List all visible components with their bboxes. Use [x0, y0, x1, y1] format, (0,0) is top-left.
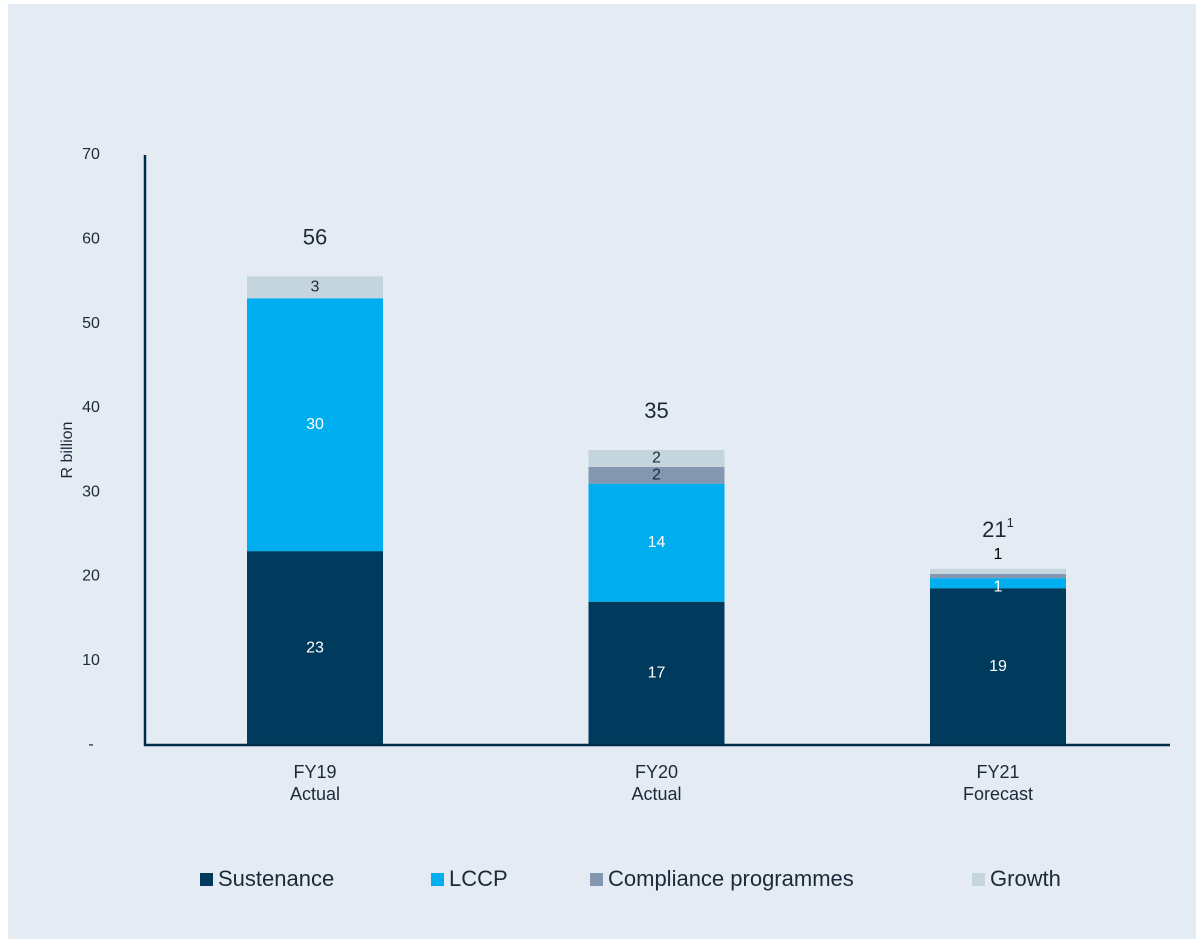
- bar-segment: [930, 588, 1066, 745]
- legend-item: LCCP: [431, 866, 508, 892]
- bar-segment: [930, 568, 1066, 574]
- x-tick-label: FY19 Actual: [289, 762, 341, 804]
- bar-segment: [247, 298, 383, 552]
- legend-swatch: [200, 872, 213, 886]
- total-value: 56: [303, 224, 327, 249]
- legend-swatch: [431, 872, 444, 886]
- total-label: 35: [644, 398, 668, 423]
- y-tick-label: 60: [82, 231, 100, 248]
- y-tick-label: 50: [82, 315, 100, 332]
- y-tick-label: 10: [82, 652, 100, 669]
- bar-segment: [247, 276, 383, 299]
- value-label: 19: [989, 658, 1007, 675]
- bar-segment: [588, 450, 725, 467]
- total-label: 56: [303, 224, 327, 249]
- value-label: 2: [652, 450, 661, 467]
- value-label: 2: [652, 467, 661, 484]
- total-footnote: 1: [1007, 515, 1014, 530]
- total-label: 211: [982, 515, 1014, 541]
- value-label: 23: [306, 639, 324, 656]
- y-tick-label: 70: [82, 146, 100, 163]
- y-tick-label: 20: [82, 568, 100, 585]
- legend-swatch: [972, 872, 985, 886]
- bar-segment: [930, 573, 1066, 579]
- y-tick-label: -: [88, 736, 93, 753]
- value-label: 1: [994, 578, 1003, 595]
- legend-label: Growth: [990, 866, 1061, 891]
- y-axis-label: R billion: [59, 422, 76, 479]
- value-label: 3: [311, 279, 320, 296]
- bar-segment: [588, 483, 725, 602]
- legend-item: Sustenance: [200, 866, 334, 892]
- legend-label: Sustenance: [218, 866, 335, 891]
- y-tick-label: 40: [82, 399, 100, 416]
- legend-label: Compliance programmes: [608, 866, 854, 891]
- value-label: 14: [648, 534, 666, 551]
- legend-item: Growth: [972, 866, 1061, 892]
- bar-segment: [588, 466, 725, 484]
- y-tick-label: 30: [82, 483, 100, 500]
- legend-label: LCCP: [449, 866, 508, 891]
- bar-segment: [247, 551, 383, 745]
- legend-item: Compliance programmes: [590, 866, 854, 892]
- total-value: 21: [982, 517, 1006, 542]
- bar-segment: [588, 601, 725, 745]
- total-value: 35: [644, 398, 668, 423]
- x-tick-label: FY20 Actual: [631, 762, 682, 804]
- bar-segment: [930, 578, 1066, 589]
- legend-swatch: [590, 872, 603, 886]
- value-label: 17: [648, 665, 666, 682]
- value-label: 30: [306, 416, 324, 433]
- x-tick-label: FY21 Forecast: [962, 762, 1034, 804]
- value-label: 1: [994, 546, 1003, 563]
